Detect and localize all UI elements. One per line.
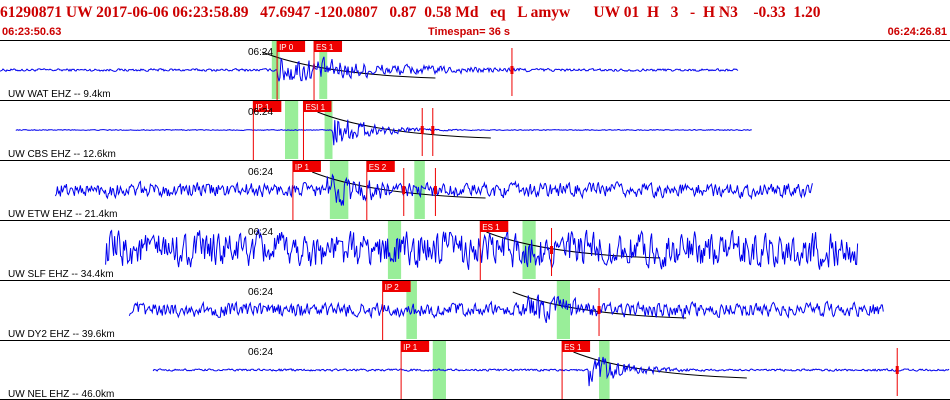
waveform-nel [152, 356, 950, 387]
theory-curve [512, 291, 687, 319]
trace-panel-dy2: IP 2 06:24 UW DY2 EHZ -- 39.6km [0, 280, 950, 340]
time-label: 06:24 [248, 227, 273, 238]
start-time: 06:23:50.63 [2, 26, 62, 38]
time-label: 06:24 [248, 47, 273, 58]
station-label: UW DY2 EHZ -- 39.6km [8, 329, 115, 340]
pick-label: ES 1 [564, 343, 582, 352]
theory-curve [312, 171, 486, 199]
pick-box [562, 341, 591, 352]
seismogram-plot: IP 0 ES 1 06:24 UW WAT EHZ -- 9.4km IP 1 ESI … [0, 40, 950, 400]
time-label: 06:24 [248, 287, 273, 298]
pick-box [480, 221, 509, 232]
waveform-dy2 [128, 294, 884, 323]
pick-window [522, 221, 536, 279]
waveform-wat [0, 56, 739, 82]
pick-label: IP 2 [385, 283, 400, 292]
waveform-slf [105, 229, 859, 270]
trace-panel-slf: ES 1 06:24 UW SLF EHZ -- 34.4km [0, 220, 950, 280]
pick-window [329, 161, 349, 219]
time-label: 06:24 [248, 107, 273, 118]
pick-box [366, 161, 395, 172]
pick-box [292, 161, 321, 172]
station-label: UW ETW EHZ -- 21.4km [8, 209, 117, 220]
pick-label: ES 2 [369, 163, 387, 172]
pick-window [556, 281, 570, 339]
event-title: 61290871 UW 2017-06-06 06:23:58.89 47.69… [0, 4, 821, 21]
time-label: 06:24 [248, 347, 273, 358]
theory-curve [317, 111, 491, 139]
trace-panel-nel: IP 1 ES 1 06:24 UW NEL EHZ -- 46.0km [0, 340, 950, 400]
theory-curve [486, 231, 660, 259]
header: 61290871 UW 2017-06-06 06:23:58.89 47.69… [0, 0, 950, 40]
station-label: UW SLF EHZ -- 34.4km [8, 269, 114, 280]
pick-label: ESI 1 [305, 103, 325, 112]
pick-box [303, 101, 332, 112]
pick-label: IP 1 [403, 343, 418, 352]
trace-panel-wat: IP 0 ES 1 06:24 UW WAT EHZ -- 9.4km [0, 40, 950, 100]
station-label: UW CBS EHZ -- 12.6km [8, 149, 116, 160]
pick-label: IP 0 [279, 43, 294, 52]
pick-label: IP 1 [255, 103, 270, 112]
waveform-cbs [15, 119, 752, 146]
pick-window [599, 341, 610, 399]
trace-panel-etw: IP 1 ES 2 06:24 UW ETW EHZ -- 21.4km [0, 160, 950, 220]
pick-label: ES 1 [482, 223, 500, 232]
end-time: 06:24:26.81 [887, 26, 947, 38]
pick-box [314, 41, 343, 52]
pick-label: IP 1 [295, 163, 310, 172]
timespan-label: Timespan= 36 s [428, 26, 511, 38]
trace-panel-cbs: IP 1 ESI 1 06:24 UW CBS EHZ -- 12.6km [0, 100, 950, 160]
pick-box [253, 101, 282, 112]
waveform-etw [54, 173, 813, 206]
theory-curve [261, 51, 436, 79]
station-label: UW WAT EHZ -- 9.4km [8, 89, 111, 100]
station-label: UW NEL EHZ -- 46.0km [8, 389, 114, 400]
pick-box [401, 341, 430, 352]
pick-box [277, 41, 306, 52]
pick-window [414, 161, 425, 219]
pick-label: ES 1 [316, 43, 334, 52]
pick-window [319, 41, 328, 99]
pick-box [382, 281, 411, 292]
time-label: 06:24 [248, 167, 273, 178]
